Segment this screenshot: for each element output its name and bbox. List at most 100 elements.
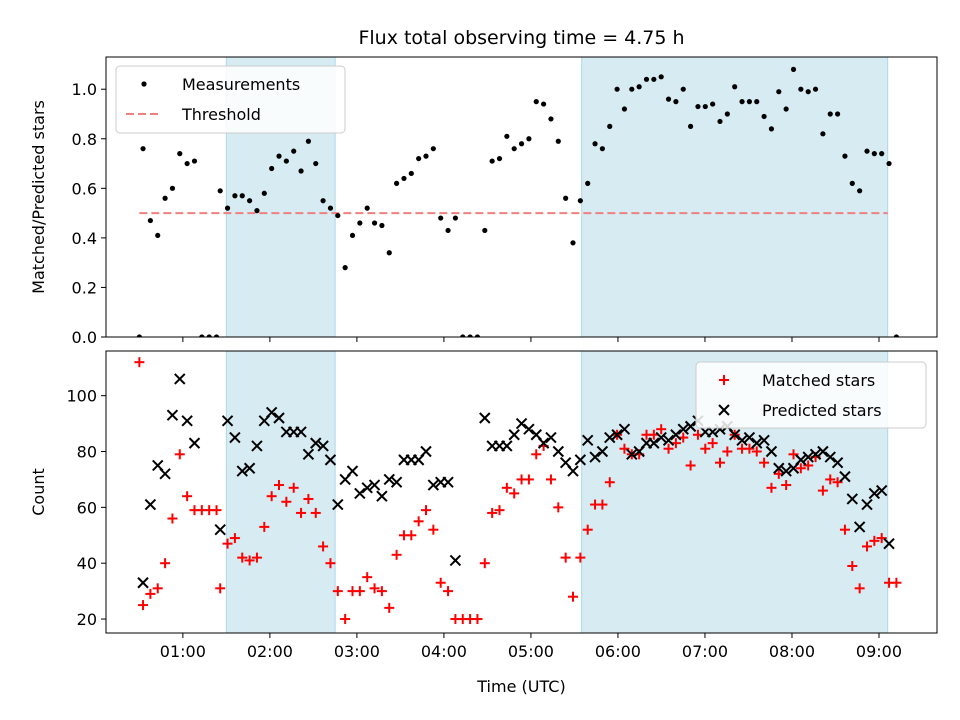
x-tick-label: 08:00 (769, 642, 815, 661)
x-b (684, 420, 697, 433)
x-b (545, 431, 557, 444)
data-point (160, 558, 171, 569)
data-point (663, 443, 674, 454)
x-b (648, 437, 660, 449)
data-point (159, 468, 171, 480)
data-point (803, 460, 814, 471)
x-b (831, 456, 844, 469)
data-point (401, 175, 407, 182)
data-point (369, 583, 380, 594)
data-point (680, 86, 686, 92)
data-point (494, 505, 505, 516)
x-b (853, 521, 866, 533)
x-b (354, 487, 366, 500)
data-point (213, 334, 220, 337)
data-point (655, 431, 667, 444)
x-b (152, 459, 164, 472)
x-b (229, 431, 241, 444)
x-tick-label: 03:00 (334, 642, 380, 661)
data-point (269, 165, 275, 172)
data-point (531, 449, 542, 460)
data-point (144, 498, 157, 511)
y-tick-label: 0.8 (72, 130, 97, 149)
x-b (302, 448, 315, 461)
data-point (706, 426, 719, 438)
data-point (259, 521, 270, 532)
data-point (636, 84, 642, 90)
data-point (875, 484, 888, 497)
data-point (893, 334, 899, 337)
x-b (295, 426, 307, 438)
data-point (537, 437, 550, 449)
x-b (743, 431, 756, 444)
x-b (604, 431, 616, 444)
data-point (599, 146, 605, 152)
data-point (147, 217, 153, 224)
legend-entry: Measurements (141, 75, 300, 94)
data-point (545, 474, 556, 485)
data-point (596, 445, 609, 458)
data-point (832, 477, 843, 488)
data-point (325, 558, 336, 569)
data-point (651, 76, 657, 82)
data-point (162, 195, 168, 201)
x-b (751, 437, 763, 449)
data-point (215, 583, 226, 594)
axes-frame (105, 56, 938, 338)
data-point (621, 106, 628, 112)
data-point (809, 448, 822, 461)
data-point (320, 198, 326, 204)
data-point (408, 170, 414, 177)
y-tick-label: 0.6 (72, 179, 97, 198)
x-b (839, 470, 851, 483)
data-point (357, 220, 363, 226)
plot-area (134, 357, 902, 625)
legend-entry: Predicted stars (718, 401, 882, 420)
x-tick-label: 06:00 (595, 642, 641, 661)
x-b (501, 440, 513, 452)
x-b (368, 479, 381, 491)
data-point (739, 99, 745, 105)
x-b (332, 498, 344, 511)
data-point (567, 591, 578, 602)
data-point (137, 577, 149, 589)
data-point (607, 123, 613, 129)
x-b (817, 445, 829, 458)
x-b (317, 440, 329, 452)
x-b (883, 537, 895, 550)
data-point (237, 552, 248, 563)
x-b (677, 423, 689, 435)
data-point (781, 480, 792, 491)
x-b (574, 454, 587, 466)
data-point (604, 477, 615, 488)
y-axis-label: Matched/Predicted stars (29, 100, 48, 294)
data-point (221, 415, 234, 427)
data-point (707, 438, 718, 449)
data-point (857, 188, 863, 194)
data-point (421, 505, 432, 516)
x-b (773, 462, 785, 474)
legend: Matched stars Predicted stars (695, 361, 927, 429)
data-point (677, 423, 689, 435)
data-point (229, 431, 241, 444)
data-point (243, 462, 256, 474)
x-b (479, 412, 491, 424)
data-point (626, 448, 638, 461)
x-b (376, 490, 388, 502)
x-tick-label: 05:00 (508, 642, 554, 661)
y-tick-label: 0.2 (72, 278, 97, 297)
data-point (169, 185, 176, 191)
data-point (751, 437, 763, 449)
data-point (416, 155, 422, 162)
data-point (563, 195, 569, 201)
data-point (798, 86, 804, 92)
x-b (765, 445, 778, 458)
x-b (611, 429, 623, 441)
data-point (332, 498, 344, 511)
data-point (349, 232, 356, 239)
data-point (509, 488, 520, 499)
x-tick-label: 01:00 (160, 642, 206, 661)
y-tick-label: 20 (77, 610, 97, 629)
data-point (555, 138, 561, 144)
legend-entry: Matched stars (719, 371, 875, 390)
